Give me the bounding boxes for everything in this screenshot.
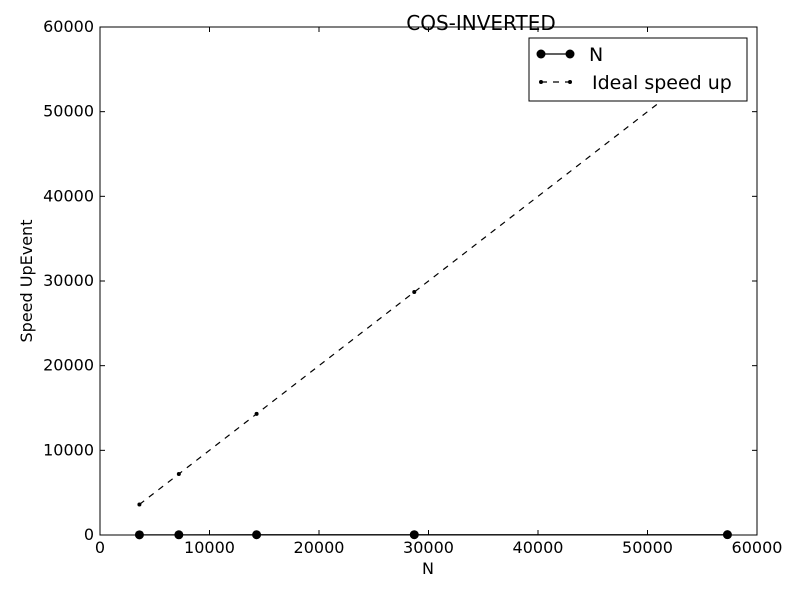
x-tick-label: 20000 [294,538,345,557]
series-1-point [176,472,181,477]
x-axis-label: N [422,559,434,578]
legend-label-0: N [589,44,603,66]
y-tick-label: 20000 [43,356,94,375]
x-tick-label: 40000 [513,538,564,557]
x-tick-label: 50000 [622,538,673,557]
tick-labels: 0 10000 20000 30000 40000 50000 60000 0 10000 200… [43,17,782,557]
legend-marker-1 [539,80,543,84]
plot-frame [99,26,758,536]
chart-title: COS-INVERTED [406,11,556,35]
legend-marker-0 [536,49,546,59]
legend-label-1: Ideal speed up [592,72,732,94]
series-1-point [137,502,142,507]
series-1-point [412,290,417,295]
x-tick-label: 10000 [184,538,235,557]
x-tick-label: 30000 [403,538,454,557]
y-tick-label: 30000 [43,271,94,290]
x-tick-label: 60000 [732,538,783,557]
x-tick-label: 0 [95,538,105,557]
legend-marker-end-1 [568,80,572,84]
legend-marker-end-0 [565,49,575,59]
y-tick-label: 40000 [43,186,94,205]
legend-box [528,37,748,102]
legend-items: N Ideal speed up [536,44,732,94]
y-tick-label: 50000 [43,102,94,121]
y-tick-label: 60000 [43,17,94,36]
y-tick-label: 0 [84,525,94,544]
y-axis-label: Speed UpEvent [17,220,36,343]
series-1-point [254,411,259,416]
legend: N Ideal speed up [528,37,748,102]
y-tick-label: 10000 [43,440,94,459]
